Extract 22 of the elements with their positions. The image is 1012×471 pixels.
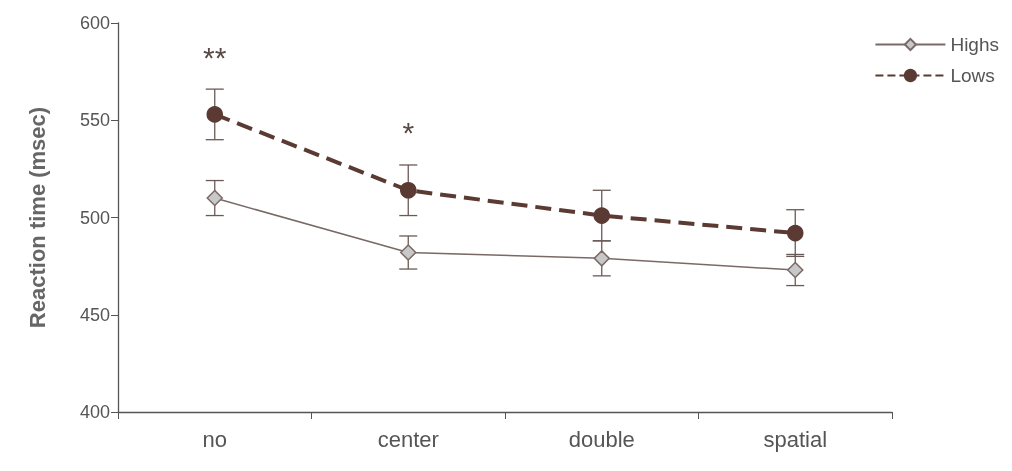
x-tick-label: double: [568, 426, 635, 452]
annotation: *: [402, 116, 415, 150]
point: [593, 207, 610, 224]
y-tick-label: 600: [79, 13, 110, 33]
point: [206, 189, 223, 207]
point: [593, 250, 610, 267]
point: [787, 224, 804, 242]
legend-label: Highs: [950, 34, 999, 55]
point: [206, 106, 223, 123]
y-tick-label: 500: [79, 207, 110, 228]
point: [400, 182, 417, 199]
point: [787, 261, 804, 279]
point: [400, 244, 417, 261]
annotation: **: [203, 40, 227, 74]
x-tick-label: no: [202, 426, 227, 452]
y-tick-label: 550: [79, 110, 110, 131]
x-tick-label: spatial: [763, 426, 828, 452]
x-tick-label: center: [377, 426, 439, 452]
y-axis-title: Reaction time (msec): [24, 106, 50, 329]
y-tick-label: 450: [79, 304, 110, 325]
legend-label: Lows: [950, 65, 995, 86]
y-tick-label: 400: [79, 402, 110, 422]
